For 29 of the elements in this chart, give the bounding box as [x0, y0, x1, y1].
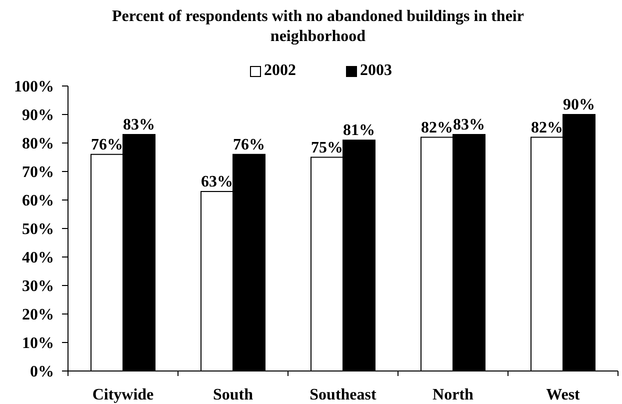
y-tick-label: 20% — [22, 306, 54, 324]
x-tick-label: Citywide — [92, 386, 154, 404]
x-tick-label: South — [212, 386, 254, 404]
data-label: 83% — [123, 116, 155, 134]
data-label: 76% — [233, 136, 265, 154]
data-label: 76% — [91, 136, 123, 154]
data-label: 63% — [201, 173, 233, 190]
x-tick-label: Southeast — [310, 386, 378, 404]
data-label: 82% — [531, 119, 563, 136]
x-tick-label: North — [432, 386, 474, 404]
data-label: 82% — [421, 119, 453, 136]
x-tick-label: West — [546, 386, 581, 404]
y-tick-label: 60% — [22, 192, 54, 210]
data-label: 75% — [311, 139, 343, 156]
chart-title: Percent of respondents with no abandoned buildings in their neighborhood — [111, 7, 525, 47]
legend-label: 2003 — [360, 61, 392, 81]
y-tick-label: 0% — [30, 364, 54, 381]
legend-label: 2002 — [264, 61, 296, 81]
y-tick-label: 50% — [22, 221, 54, 238]
y-tick-label: 40% — [22, 250, 54, 267]
data-label: 81% — [343, 122, 375, 140]
y-tick-label: 100% — [14, 78, 54, 96]
y-tick-label: 70% — [22, 164, 54, 182]
y-tick-label: 80% — [22, 136, 54, 153]
y-tick-label: 30% — [22, 278, 54, 296]
data-label: 83% — [453, 116, 485, 134]
data-label: 90% — [563, 96, 595, 114]
y-tick-label: 10% — [22, 335, 54, 352]
y-tick-label: 90% — [22, 107, 54, 124]
